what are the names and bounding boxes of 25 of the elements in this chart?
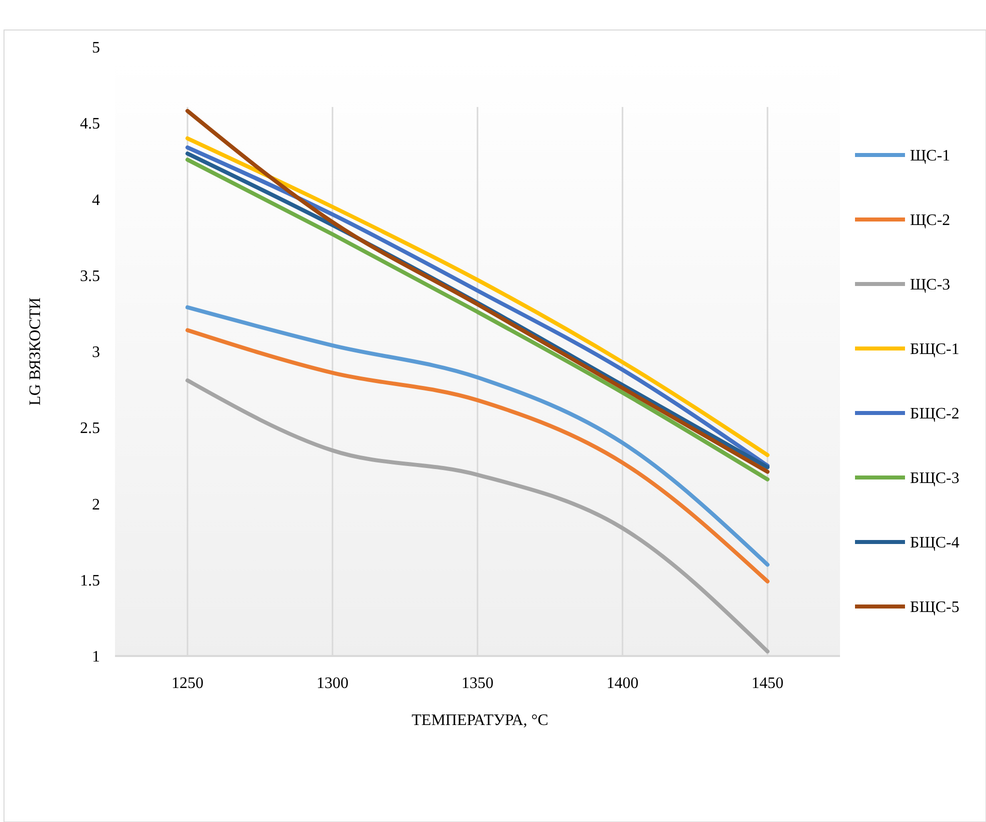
y-tick-label: 1	[92, 648, 100, 666]
y-tick-label: 5	[92, 40, 100, 57]
legend-label: БЩС-4	[910, 534, 960, 552]
y-tick-label: 3	[92, 344, 100, 362]
y-tick-label: 2	[92, 496, 100, 514]
x-tick-label: 1400	[606, 675, 638, 692]
x-axis-title: ТЕМПЕРАТУРА, °C	[412, 712, 548, 729]
y-tick-label: 4	[92, 192, 100, 209]
y-tick-label: 3.5	[80, 268, 100, 285]
y-tick-label: 2.5	[80, 420, 100, 438]
legend-label: БЩС-3	[910, 470, 960, 488]
x-tick-label: 1450	[752, 675, 784, 692]
y-tick-label: 4.5	[80, 116, 100, 133]
line-series	[186, 378, 770, 654]
legend-label: ЩС-2	[910, 212, 950, 230]
y-tick-label: 1.5	[80, 572, 100, 590]
x-tick-label: 1300	[316, 675, 348, 692]
legend-label: БЩС-5	[910, 599, 960, 616]
x-tick-label: 1350	[462, 675, 494, 692]
legend-label: БЩС-2	[910, 406, 960, 423]
legend-label: ЩС-1	[910, 148, 950, 165]
x-tick-label: 1250	[172, 675, 204, 692]
legend-label: БЩС-1	[910, 341, 960, 358]
y-axis-title: LG ВЯЗКОСТИ	[27, 297, 44, 406]
legend-label: ЩС-3	[910, 276, 950, 294]
